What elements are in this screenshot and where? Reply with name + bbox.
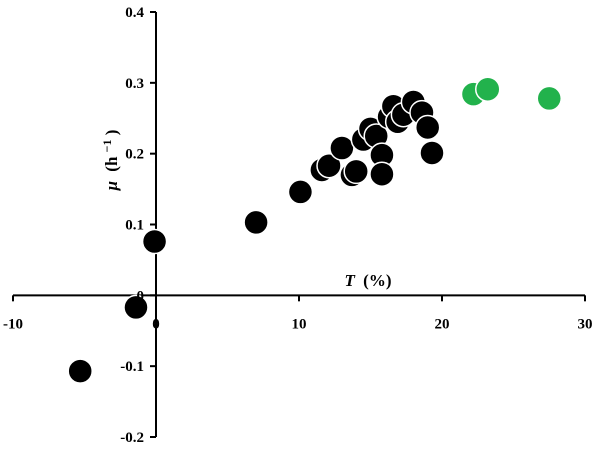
y-tick-label: 0.4 — [125, 5, 144, 21]
data-point-black — [243, 209, 269, 236]
data-point-black — [343, 158, 369, 185]
data-point-black — [316, 152, 342, 179]
x-tick-label: 20 — [435, 316, 450, 332]
y-tick-label: 0.1 — [125, 218, 144, 234]
data-point-black — [287, 179, 314, 205]
x-axis-var: T — [345, 271, 356, 290]
x-axis-unit: (%) — [363, 271, 391, 290]
x-axis-title: T (%) — [345, 271, 392, 290]
x-tick-label: 0 — [152, 316, 160, 332]
y-axis-unit: (h — [102, 156, 121, 172]
data-point-black — [369, 161, 395, 187]
x-tick-label: -10 — [3, 316, 23, 332]
y-tick-label: -0.1 — [120, 359, 144, 375]
data-point-black — [419, 140, 445, 166]
y-tick-label: 0 — [137, 288, 145, 304]
data-point-black — [123, 294, 149, 321]
data-point-green — [536, 85, 562, 112]
y-tick-label: 0.2 — [125, 147, 144, 163]
data-point-black — [67, 358, 93, 384]
y-tick-label: 0.3 — [125, 76, 144, 92]
y-axis-close: ) — [102, 130, 121, 136]
y-axis-exp: −1 — [100, 139, 114, 152]
tick-labels: -10 0 10 20 30 -0.2 -0.1 0 0.1 0.2 0.3 0.4 — [3, 5, 593, 446]
y-axis-var: μ — [102, 181, 121, 191]
y-tick-label: -0.2 — [120, 430, 144, 446]
x-tick-label: 30 — [578, 316, 593, 332]
data-point-green — [475, 76, 501, 102]
axes — [12, 11, 586, 438]
data-points — [67, 76, 562, 384]
data-point-black — [414, 114, 441, 141]
data-point-black — [329, 135, 355, 161]
y-axis-title: μ (h −1 ) — [96, 130, 121, 192]
x-tick-label: 10 — [292, 316, 307, 332]
data-point-black — [141, 228, 168, 255]
